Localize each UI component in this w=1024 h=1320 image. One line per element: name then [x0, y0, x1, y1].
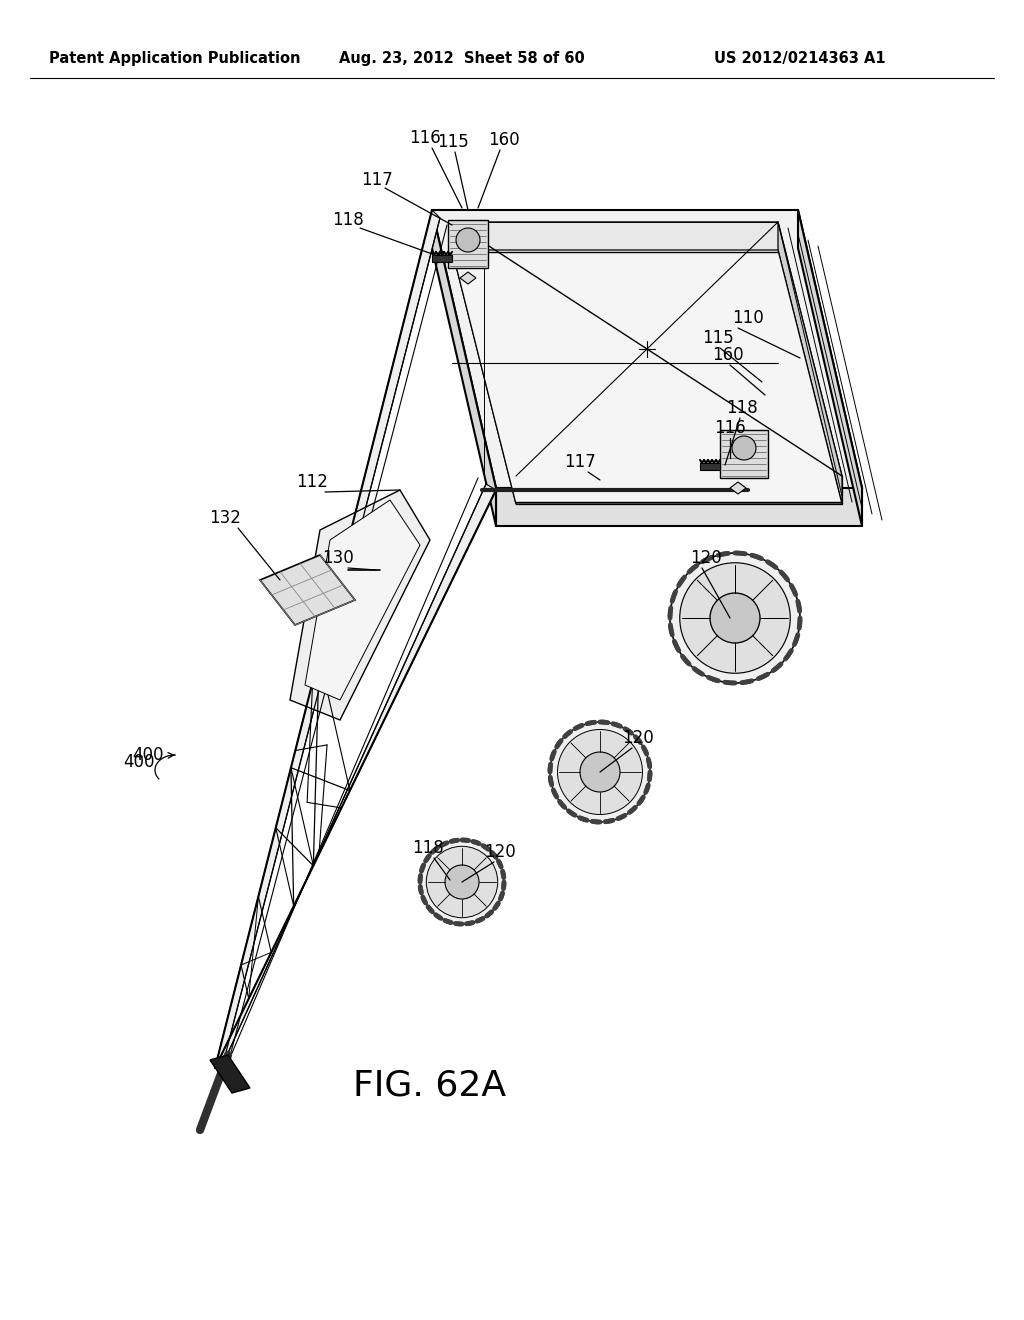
Text: 118: 118 [332, 211, 364, 228]
Text: 117: 117 [361, 172, 393, 189]
Text: 116: 116 [714, 418, 745, 437]
Circle shape [732, 436, 756, 459]
Polygon shape [260, 554, 355, 624]
Polygon shape [720, 430, 768, 478]
Circle shape [550, 722, 650, 822]
Text: 117: 117 [564, 453, 596, 471]
Text: 120: 120 [484, 843, 516, 861]
Polygon shape [798, 210, 862, 525]
Polygon shape [449, 220, 488, 268]
Circle shape [680, 562, 791, 673]
Polygon shape [305, 500, 420, 700]
Text: 160: 160 [488, 131, 520, 149]
Text: Patent Application Publication: Patent Application Publication [49, 50, 301, 66]
Text: 120: 120 [623, 729, 654, 747]
Polygon shape [452, 249, 842, 504]
Circle shape [557, 730, 642, 814]
Text: 118: 118 [412, 840, 443, 857]
Polygon shape [460, 272, 476, 284]
Polygon shape [290, 490, 430, 719]
Text: 115: 115 [437, 133, 469, 150]
Text: 112: 112 [296, 473, 328, 491]
Text: 116: 116 [410, 129, 441, 147]
Polygon shape [700, 463, 720, 470]
Text: 115: 115 [702, 329, 734, 347]
Polygon shape [730, 482, 746, 494]
Polygon shape [778, 222, 842, 504]
Text: 400: 400 [124, 752, 155, 771]
Polygon shape [496, 488, 862, 525]
Circle shape [710, 593, 760, 643]
Polygon shape [432, 255, 452, 261]
Circle shape [445, 865, 479, 899]
Text: Aug. 23, 2012  Sheet 58 of 60: Aug. 23, 2012 Sheet 58 of 60 [339, 50, 585, 66]
Circle shape [456, 228, 480, 252]
Text: 160: 160 [712, 346, 743, 364]
Polygon shape [452, 222, 516, 504]
Polygon shape [210, 1055, 250, 1093]
Circle shape [580, 752, 620, 792]
Polygon shape [432, 210, 496, 525]
Text: 110: 110 [732, 309, 764, 327]
Polygon shape [432, 210, 862, 488]
Text: 120: 120 [690, 549, 722, 568]
Polygon shape [516, 477, 842, 504]
Circle shape [670, 553, 800, 682]
Text: 118: 118 [726, 399, 758, 417]
Circle shape [420, 840, 504, 924]
Text: 132: 132 [209, 510, 241, 527]
Circle shape [426, 846, 498, 917]
Text: 400: 400 [132, 746, 164, 764]
Polygon shape [215, 210, 440, 1068]
Polygon shape [215, 484, 496, 1068]
Text: US 2012/0214363 A1: US 2012/0214363 A1 [714, 50, 886, 66]
Text: 130: 130 [323, 549, 354, 568]
Polygon shape [452, 222, 842, 477]
Text: FIG. 62A: FIG. 62A [353, 1068, 507, 1102]
